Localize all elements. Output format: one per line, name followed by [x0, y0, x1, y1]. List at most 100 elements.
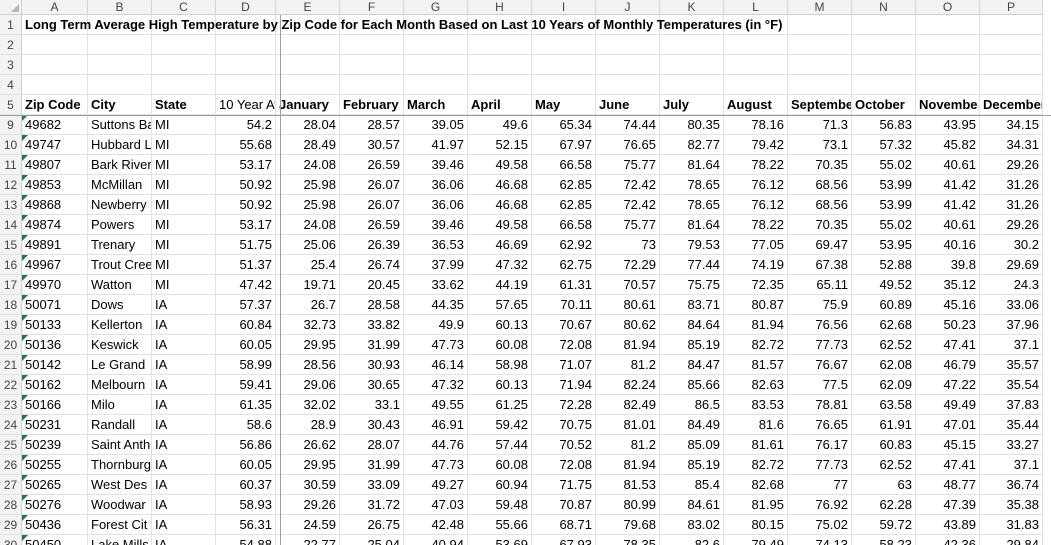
state-cell[interactable]: IA	[152, 415, 216, 435]
row-header-9[interactable]: 9	[0, 115, 22, 135]
monthly-temperature-cell[interactable]: 84.49	[660, 415, 724, 435]
monthly-temperature-cell[interactable]: 85.19	[660, 455, 724, 475]
monthly-temperature-cell[interactable]: 81.57	[724, 355, 788, 375]
monthly-temperature-cell[interactable]: 60.13	[468, 375, 532, 395]
monthly-temperature-cell[interactable]: 73.1	[788, 135, 852, 155]
state-cell[interactable]: IA	[152, 395, 216, 415]
monthly-temperature-cell[interactable]: 74.19	[724, 255, 788, 275]
monthly-temperature-cell[interactable]: 49.49	[916, 395, 980, 415]
monthly-temperature-cell[interactable]: 26.74	[340, 255, 404, 275]
monthly-temperature-cell[interactable]: 47.41	[916, 335, 980, 355]
cell-a2[interactable]	[22, 35, 88, 55]
row-header-18[interactable]: 18	[0, 295, 22, 315]
column-header-a[interactable]: A	[22, 0, 88, 15]
state-cell[interactable]: IA	[152, 315, 216, 335]
ten-year-average-cell[interactable]: 54.88	[216, 535, 276, 545]
row-header-11[interactable]: 11	[0, 155, 22, 175]
monthly-temperature-cell[interactable]: 66.58	[532, 215, 596, 235]
cell-l3[interactable]	[724, 55, 788, 75]
monthly-temperature-cell[interactable]: 30.93	[340, 355, 404, 375]
monthly-temperature-cell[interactable]: 68.56	[788, 195, 852, 215]
row-header-16[interactable]: 16	[0, 255, 22, 275]
row-header-17[interactable]: 17	[0, 275, 22, 295]
monthly-temperature-cell[interactable]: 47.32	[404, 375, 468, 395]
ten-year-average-cell[interactable]: 60.84	[216, 315, 276, 335]
monthly-temperature-cell[interactable]: 50.23	[916, 315, 980, 335]
cell-b2[interactable]	[88, 35, 152, 55]
zip-code-cell[interactable]: 49868	[22, 195, 88, 215]
ten-year-average-cell[interactable]: 60.37	[216, 475, 276, 495]
monthly-temperature-cell[interactable]: 28.04	[276, 115, 340, 135]
state-cell[interactable]: IA	[152, 495, 216, 515]
monthly-temperature-cell[interactable]: 44.19	[468, 275, 532, 295]
column-label-11[interactable]: July	[660, 95, 724, 115]
monthly-temperature-cell[interactable]: 75.77	[596, 215, 660, 235]
city-cell[interactable]: Randall	[88, 415, 152, 435]
monthly-temperature-cell[interactable]: 84.47	[660, 355, 724, 375]
monthly-temperature-cell[interactable]: 74.44	[596, 115, 660, 135]
cell-e3[interactable]	[276, 55, 340, 75]
monthly-temperature-cell[interactable]: 78.35	[596, 535, 660, 545]
row-header-25[interactable]: 25	[0, 435, 22, 455]
monthly-temperature-cell[interactable]: 81.94	[596, 455, 660, 475]
state-cell[interactable]: IA	[152, 515, 216, 535]
monthly-temperature-cell[interactable]: 49.6	[468, 115, 532, 135]
cell-e2[interactable]	[276, 35, 340, 55]
monthly-temperature-cell[interactable]: 35.44	[980, 415, 1043, 435]
zip-code-cell[interactable]: 50255	[22, 455, 88, 475]
monthly-temperature-cell[interactable]: 30.2	[980, 235, 1043, 255]
cell-o3[interactable]	[916, 55, 980, 75]
state-cell[interactable]: IA	[152, 535, 216, 545]
column-header-n[interactable]: N	[852, 0, 916, 15]
monthly-temperature-cell[interactable]: 39.8	[916, 255, 980, 275]
column-header-j[interactable]: J	[596, 0, 660, 15]
monthly-temperature-cell[interactable]: 40.61	[916, 215, 980, 235]
monthly-temperature-cell[interactable]: 35.54	[980, 375, 1043, 395]
monthly-temperature-cell[interactable]: 70.11	[532, 295, 596, 315]
cell-a4[interactable]	[22, 75, 88, 95]
monthly-temperature-cell[interactable]: 67.38	[788, 255, 852, 275]
monthly-temperature-cell[interactable]: 37.1	[980, 455, 1043, 475]
row-header-3[interactable]: 3	[0, 55, 22, 75]
monthly-temperature-cell[interactable]: 33.82	[340, 315, 404, 335]
ten-year-average-cell[interactable]: 53.17	[216, 155, 276, 175]
monthly-temperature-cell[interactable]: 57.44	[468, 435, 532, 455]
monthly-temperature-cell[interactable]: 58.98	[468, 355, 532, 375]
cell-a3[interactable]	[22, 55, 88, 75]
monthly-temperature-cell[interactable]: 26.07	[340, 175, 404, 195]
row-header-23[interactable]: 23	[0, 395, 22, 415]
monthly-temperature-cell[interactable]: 83.53	[724, 395, 788, 415]
monthly-temperature-cell[interactable]: 31.26	[980, 195, 1043, 215]
monthly-temperature-cell[interactable]: 42.36	[916, 535, 980, 545]
monthly-temperature-cell[interactable]: 68.71	[532, 515, 596, 535]
monthly-temperature-cell[interactable]: 81.6	[724, 415, 788, 435]
monthly-temperature-cell[interactable]: 45.82	[916, 135, 980, 155]
monthly-temperature-cell[interactable]: 72.08	[532, 335, 596, 355]
column-header-d[interactable]: D	[216, 0, 276, 15]
state-cell[interactable]: MI	[152, 115, 216, 135]
monthly-temperature-cell[interactable]: 60.89	[852, 295, 916, 315]
monthly-temperature-cell[interactable]: 45.15	[916, 435, 980, 455]
column-label-3[interactable]: State	[152, 95, 216, 115]
monthly-temperature-cell[interactable]: 82.77	[660, 135, 724, 155]
monthly-temperature-cell[interactable]: 26.59	[340, 215, 404, 235]
city-cell[interactable]: Hubbard L	[88, 135, 152, 155]
row-header-29[interactable]: 29	[0, 515, 22, 535]
monthly-temperature-cell[interactable]: 46.69	[468, 235, 532, 255]
cell-c3[interactable]	[152, 55, 216, 75]
monthly-temperature-cell[interactable]: 76.92	[788, 495, 852, 515]
row-header-14[interactable]: 14	[0, 215, 22, 235]
monthly-temperature-cell[interactable]: 71.07	[532, 355, 596, 375]
column-header-m[interactable]: M	[788, 0, 852, 15]
ten-year-average-cell[interactable]: 58.93	[216, 495, 276, 515]
monthly-temperature-cell[interactable]: 47.73	[404, 455, 468, 475]
sheet-title[interactable]: Long Term Average High Temperature by Zi…	[22, 15, 922, 35]
ten-year-average-cell[interactable]: 51.37	[216, 255, 276, 275]
column-label-5[interactable]: January	[276, 95, 340, 115]
monthly-temperature-cell[interactable]: 30.59	[276, 475, 340, 495]
state-cell[interactable]: IA	[152, 375, 216, 395]
monthly-temperature-cell[interactable]: 49.58	[468, 155, 532, 175]
monthly-temperature-cell[interactable]: 34.15	[980, 115, 1043, 135]
column-label-8[interactable]: April	[468, 95, 532, 115]
monthly-temperature-cell[interactable]: 44.76	[404, 435, 468, 455]
